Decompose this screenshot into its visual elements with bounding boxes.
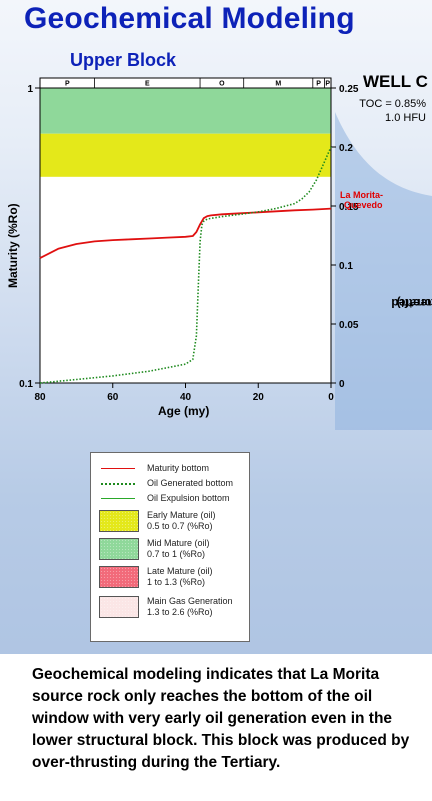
legend-label-line2: 1 to 1.3 (%Ro) — [147, 577, 206, 587]
description-text: Geochemical modeling indicates that La M… — [32, 666, 410, 771]
legend-swatch — [99, 566, 139, 588]
y-tick-label-0: 1 — [27, 84, 33, 95]
legend-label: Mid Mature (oil) 0.7 to 1 (%Ro) — [147, 538, 210, 560]
well-note: TOC = 0.85% 1.0 HFU — [359, 97, 426, 125]
legend-label: Main Gas Generation 1.3 to 2.6 (%Ro) — [147, 596, 233, 618]
period-label-5: P — [325, 81, 330, 88]
curve-label-line2: Quevedo — [344, 200, 383, 210]
legend-label: Oil Expulsion bottom — [147, 493, 230, 504]
y2-tick-label-4: 0.05 — [339, 320, 359, 331]
curve-label: La Morita- Quevedo — [340, 190, 383, 210]
y2-tick-label-2: 0.15 — [339, 202, 359, 213]
series-line-0 — [39, 207, 332, 259]
y-axis-left-label: Maturity (%Ro) — [6, 203, 20, 288]
legend-line-sample — [101, 498, 135, 499]
chart: P E O M P P80 60 40 20 010.10.250.20.150.10.050 — [19, 77, 432, 430]
x-tick-label-0: 80 — [34, 392, 46, 403]
x-tick-label-1: 60 — [107, 392, 119, 403]
legend-label: Early Mature (oil) 0.5 to 0.7 (%Ro) — [147, 510, 216, 532]
legend-line-sample — [101, 483, 135, 485]
well-name: WELL C — [363, 72, 428, 91]
well-toc: TOC = 0.85% — [359, 98, 426, 110]
y2-tick-label-1: 0.2 — [339, 143, 353, 154]
y-axis-right-label-line2: (bbls/acre*ft) — [396, 296, 432, 310]
legend: Maturity bottom Oil Generated bottom Oil E… — [90, 452, 250, 642]
band-0 — [40, 88, 331, 134]
period-strip — [39, 77, 332, 89]
legend-line-sample — [101, 468, 135, 469]
legend-label-line1: Mid Mature (oil) — [147, 538, 210, 548]
legend-label: Late Mature (oil) 1 to 1.3 (%Ro) — [147, 566, 213, 588]
y2-tick-label-5: 0 — [339, 379, 345, 390]
legend-label-line1: Maturity bottom — [147, 463, 210, 473]
period-label-3: M — [275, 81, 281, 88]
legend-label-line1: Main Gas Generation — [147, 596, 233, 606]
legend-swatch — [99, 510, 139, 532]
legend-label-line1: Oil Expulsion bottom — [147, 493, 230, 503]
background-wedge — [335, 112, 432, 430]
y-tick-label-1: 0.1 — [19, 379, 33, 390]
description-panel: Geochemical modeling indicates that La M… — [0, 654, 432, 801]
series-line-1 — [39, 146, 332, 384]
x-tick-label-4: 0 — [328, 392, 334, 403]
legend-label-line2: 0.5 to 0.7 (%Ro) — [147, 521, 213, 531]
period-label-0: P — [65, 81, 70, 88]
y2-tick-label-3: 0.1 — [339, 261, 353, 272]
legend-label-line1: Late Mature (oil) — [147, 566, 213, 576]
legend-label-line2: 0.7 to 1 (%Ro) — [147, 549, 206, 559]
x-axis-label: Age (my) — [158, 404, 210, 418]
legend-label: Maturity bottom — [147, 463, 209, 474]
legend-label-line2: 1.3 to 2.6 (%Ro) — [147, 607, 213, 617]
legend-label-line1: Oil Generated bottom — [147, 478, 234, 488]
period-label-1: E — [145, 81, 150, 88]
legend-swatch — [99, 596, 139, 618]
band-1 — [40, 133, 331, 177]
legend-swatch — [99, 538, 139, 560]
x-tick-label-2: 40 — [180, 392, 192, 403]
y2-tick-label-0: 0.25 — [339, 84, 359, 95]
well-hfu: 1.0 HFU — [385, 112, 426, 124]
period-label-4: P — [316, 81, 321, 88]
page-title: Geochemical Modeling — [24, 2, 355, 35]
legend-label: Oil Generated bottom — [147, 478, 233, 489]
page-subtitle: Upper Block — [70, 50, 177, 70]
period-label-2: O — [219, 81, 225, 88]
x-tick-label-3: 20 — [253, 392, 265, 403]
curve-label-line1: La Morita- — [340, 190, 384, 200]
legend-label-line1: Early Mature (oil) — [147, 510, 216, 520]
